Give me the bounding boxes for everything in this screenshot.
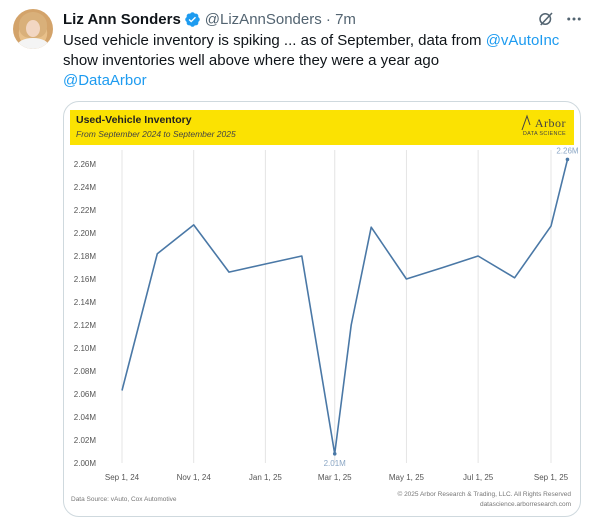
y-tick-label: 2.12M	[74, 321, 97, 330]
series-line	[121, 159, 569, 455]
author-name[interactable]: Liz Ann Sonders	[63, 10, 181, 28]
tweet-header: Liz Ann Sonders @LizAnnSonders · 7m	[63, 10, 356, 28]
tweet-text: Used vehicle inventory is spiking ... as…	[63, 31, 583, 91]
y-tick-label: 2.20M	[74, 229, 97, 238]
mention-dataarbor[interactable]: @DataArbor	[63, 72, 147, 89]
chart-image-card[interactable]: Used-Vehicle Inventory From September 20…	[63, 101, 581, 517]
x-tick-label: Sep 1, 25	[534, 473, 569, 482]
grok-icon[interactable]	[537, 10, 555, 28]
copyright-line2: datascience.arborresearch.com	[479, 501, 571, 508]
annotation-label: 2.01M	[324, 459, 347, 468]
copyright-line1: © 2025 Arbor Research & Trading, LLC. Al…	[397, 491, 571, 498]
chart-subtitle: From September 2024 to September 2025	[76, 129, 236, 139]
chart-copyright: © 2025 Arbor Research & Trading, LLC. Al…	[397, 490, 571, 510]
y-tick-label: 2.14M	[74, 298, 97, 307]
tweet-text-part2: show inventories well above where they w…	[63, 52, 440, 69]
arbor-logo-sub: DATA SCIENCE	[522, 131, 566, 137]
x-tick-label: Sep 1, 24	[105, 473, 140, 482]
avatar-face	[26, 20, 40, 37]
annotation-label: 2.26M	[556, 146, 579, 155]
x-tick-label: May 1, 25	[389, 473, 425, 482]
y-tick-label: 2.16M	[74, 275, 97, 284]
line-chart: Sep 1, 24 Nov 1, 24 Jan 1, 25 Mar 1, 25 May …	[74, 146, 579, 482]
chart-title: Used-Vehicle Inventory	[76, 114, 192, 126]
annotation-dot	[332, 452, 337, 456]
more-icon[interactable]	[565, 10, 583, 28]
author-handle[interactable]: @LizAnnSonders · 7m	[204, 10, 356, 28]
mention-vautoinc[interactable]: @vAutoInc	[485, 32, 560, 49]
x-tick-label: Nov 1, 24	[177, 473, 212, 482]
y-tick-label: 2.10M	[74, 344, 97, 353]
y-tick-label: 2.26M	[74, 160, 97, 169]
arbor-logo-word: Arbor	[534, 116, 566, 130]
tweet-text-part1: Used vehicle inventory is spiking ... as…	[63, 32, 486, 49]
y-tick-label: 2.08M	[74, 367, 97, 376]
annotation-dot	[565, 157, 570, 162]
x-tick-label: Jul 1, 25	[463, 473, 494, 482]
x-tick-label: Mar 1, 25	[318, 473, 352, 482]
y-tick-label: 2.00M	[74, 459, 97, 468]
avatar-shirt	[17, 38, 49, 49]
arbor-logo-mark	[521, 114, 531, 131]
y-tick-label: 2.06M	[74, 390, 97, 399]
chart-source: Data Source: vAuto, Cox Automotive	[71, 496, 177, 503]
arbor-logo: Arbor DATA SCIENCE	[516, 113, 568, 143]
author-avatar[interactable]	[13, 9, 53, 49]
chart-banner: Used-Vehicle Inventory From September 20…	[70, 110, 574, 145]
y-tick-label: 2.24M	[74, 183, 97, 192]
verified-badge-icon	[185, 11, 200, 27]
y-tick-label: 2.02M	[74, 436, 97, 445]
x-tick-label: Jan 1, 25	[249, 473, 282, 482]
y-tick-label: 2.22M	[74, 206, 97, 215]
y-tick-label: 2.04M	[74, 413, 97, 422]
y-tick-label: 2.18M	[74, 252, 97, 261]
